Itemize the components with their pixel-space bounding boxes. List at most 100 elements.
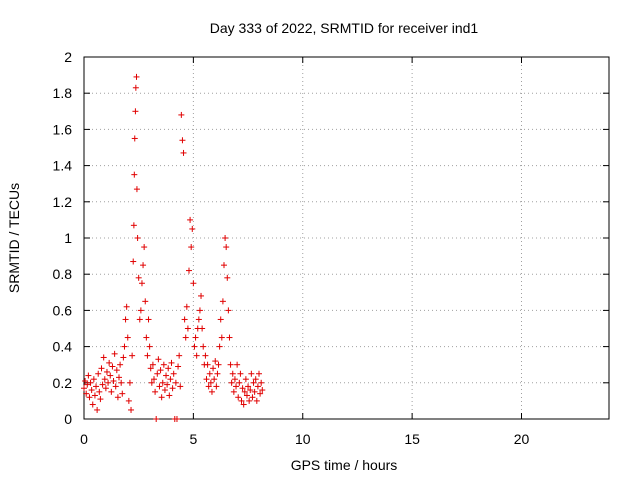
data-point xyxy=(88,387,95,394)
data-point xyxy=(149,361,156,368)
data-point xyxy=(230,388,237,395)
x-tick-label: 15 xyxy=(404,431,420,447)
data-point xyxy=(186,267,192,274)
data-point xyxy=(191,343,198,350)
data-point xyxy=(117,361,124,368)
data-point xyxy=(107,372,114,379)
data-point xyxy=(91,392,98,399)
data-point xyxy=(177,383,184,390)
x-tick-labels: 0 5 10 15 20 xyxy=(80,431,529,447)
data-points xyxy=(81,73,266,422)
data-point xyxy=(193,352,200,359)
data-point xyxy=(106,359,113,366)
data-point xyxy=(217,316,224,323)
data-point xyxy=(156,383,163,390)
data-point xyxy=(94,406,101,413)
data-point xyxy=(257,390,264,397)
data-point xyxy=(219,298,226,305)
data-point xyxy=(192,334,199,341)
data-point xyxy=(216,343,223,350)
data-point xyxy=(214,370,221,377)
y-tick-label: 0 xyxy=(64,411,72,427)
y-tick-label: 1.4 xyxy=(53,158,73,174)
data-point xyxy=(133,73,140,80)
data-point xyxy=(211,376,218,383)
data-point xyxy=(119,390,126,397)
data-point xyxy=(183,303,190,310)
data-point xyxy=(103,368,110,375)
data-point xyxy=(85,372,92,379)
data-point xyxy=(224,274,231,281)
data-point xyxy=(187,216,194,223)
data-point xyxy=(239,385,246,392)
data-point xyxy=(198,292,205,299)
data-point xyxy=(121,343,128,350)
data-point xyxy=(155,356,162,363)
data-point xyxy=(99,381,106,388)
data-point xyxy=(229,370,236,377)
data-point xyxy=(123,303,130,310)
x-tick-label: 10 xyxy=(295,431,311,447)
data-point xyxy=(179,137,186,144)
y-axis-label: SRMTID / TECUs xyxy=(6,183,22,293)
data-point xyxy=(132,84,139,91)
chart-title: Day 333 of 2022, SRMTID for receiver ind… xyxy=(210,20,479,36)
data-point xyxy=(113,367,120,374)
data-point xyxy=(248,370,255,377)
data-point xyxy=(158,394,165,401)
y-tick-label: 2 xyxy=(64,49,72,65)
data-point xyxy=(161,387,168,394)
data-point xyxy=(240,401,247,408)
data-point xyxy=(160,361,167,368)
data-point xyxy=(101,376,108,383)
y-tick-label: 0.8 xyxy=(53,266,73,282)
data-point xyxy=(210,365,217,372)
data-point xyxy=(163,372,170,379)
data-point xyxy=(168,359,175,366)
data-point xyxy=(82,377,89,384)
data-point xyxy=(146,343,153,350)
data-point xyxy=(90,376,97,383)
data-point xyxy=(128,406,135,413)
data-point xyxy=(233,383,240,390)
data-point xyxy=(141,244,148,251)
data-point xyxy=(98,365,105,372)
data-point xyxy=(176,352,183,359)
data-point xyxy=(203,376,210,383)
data-point xyxy=(170,370,177,377)
data-point xyxy=(154,370,161,377)
data-point xyxy=(213,383,220,390)
data-point xyxy=(237,370,244,377)
x-tick-label: 5 xyxy=(189,431,197,447)
data-point xyxy=(95,370,102,377)
data-point xyxy=(131,171,138,178)
data-point xyxy=(157,367,164,374)
data-point xyxy=(212,358,219,365)
data-point xyxy=(110,377,117,384)
data-point xyxy=(159,379,166,386)
data-point xyxy=(133,186,140,193)
data-point xyxy=(250,379,257,386)
data-point xyxy=(256,370,262,377)
data-point xyxy=(148,379,155,386)
data-point xyxy=(83,390,90,397)
data-point xyxy=(143,334,150,341)
data-point xyxy=(254,383,261,390)
data-point xyxy=(252,376,259,383)
data-point xyxy=(189,225,196,232)
data-point xyxy=(258,379,265,386)
data-point xyxy=(102,385,109,392)
data-point xyxy=(202,352,209,359)
y-tick-labels: 0 0.2 0.4 0.6 0.8 1 1.2 1.4 1.6 1.8 2 xyxy=(53,49,73,427)
data-point xyxy=(164,381,171,388)
data-point xyxy=(169,385,176,392)
data-point xyxy=(96,388,103,395)
data-point xyxy=(144,352,151,359)
data-point xyxy=(108,388,115,395)
data-point xyxy=(195,316,202,323)
data-point xyxy=(84,381,91,388)
data-point xyxy=(243,392,250,399)
axis-ticks xyxy=(83,56,609,420)
data-point xyxy=(184,325,191,332)
data-point xyxy=(142,298,149,305)
